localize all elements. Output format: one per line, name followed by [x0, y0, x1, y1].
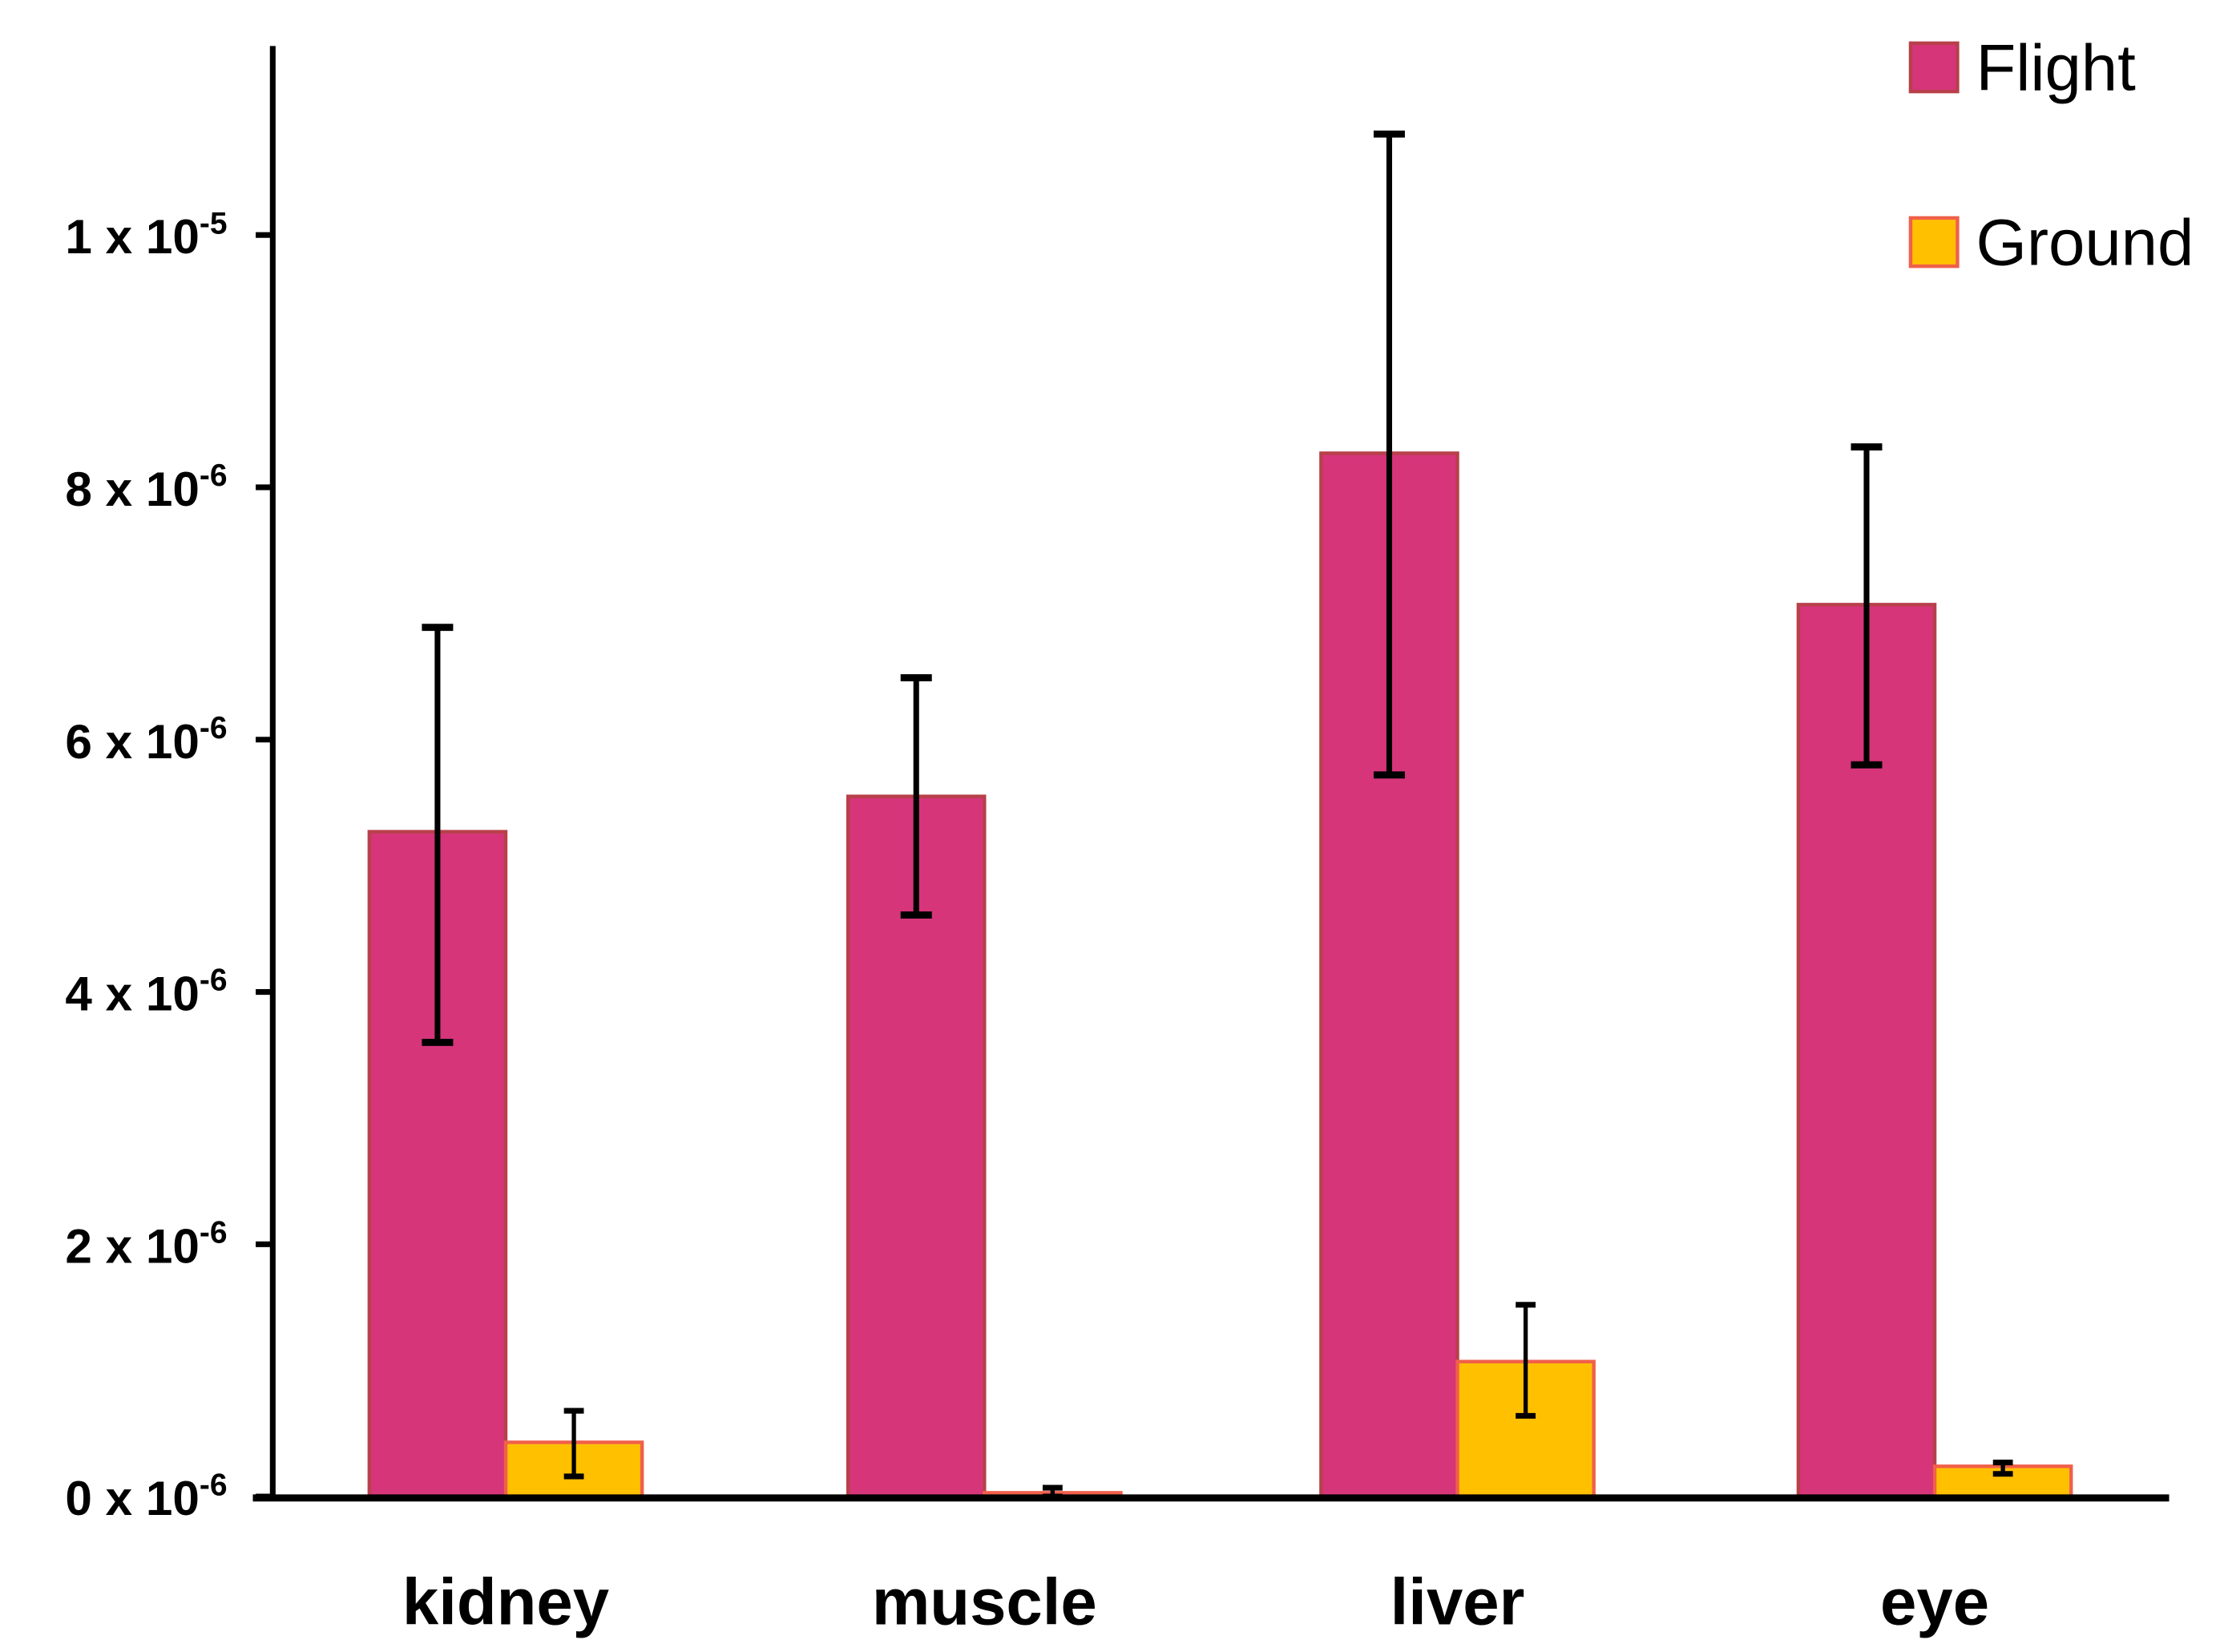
legend-item-ground: Ground — [1908, 206, 2194, 279]
error-bar-flight-kidney — [422, 624, 454, 1046]
y-tick-label: 4 x 10-6 — [65, 963, 227, 1021]
x-label-kidney: kidney — [402, 1566, 609, 1639]
y-tick-label: 8 x 10-6 — [65, 458, 227, 516]
y-tick-label: 6 x 10-6 — [65, 711, 227, 769]
error-bar-flight-liver — [1373, 130, 1405, 779]
legend: Flight Ground — [1908, 31, 2194, 279]
legend-item-flight: Flight — [1908, 31, 2136, 104]
error-bar-ground-liver — [1516, 1302, 1536, 1419]
x-label-eye: eye — [1880, 1566, 1989, 1639]
error-bar-flight-muscle — [900, 674, 932, 919]
x-labels: kidney muscle liver eye — [402, 1566, 1989, 1639]
y-tick-label: 2 x 10-6 — [65, 1216, 227, 1274]
error-bar-ground-kidney — [563, 1408, 584, 1480]
y-tick-label: 0 x 10-6 — [65, 1468, 227, 1525]
x-label-muscle: muscle — [872, 1566, 1097, 1639]
error-bar-ground-eye — [1992, 1460, 2013, 1477]
legend-swatch — [1908, 41, 1960, 94]
error-bar-flight-eye — [1851, 443, 1883, 769]
legend-label: Ground — [1976, 206, 2194, 279]
x-label-liver: liver — [1391, 1566, 1525, 1639]
legend-label: Flight — [1976, 31, 2136, 104]
error-bars-layer — [422, 130, 2013, 1500]
bars-layer — [367, 451, 2073, 1499]
y-tick-label: 1 x 10-5 — [65, 206, 227, 264]
y-ticks: 0 x 10-6 2 x 10-6 4 x 10-6 6 x 10-6 8 x 10-6… — [65, 206, 273, 1525]
legend-swatch — [1908, 216, 1960, 269]
